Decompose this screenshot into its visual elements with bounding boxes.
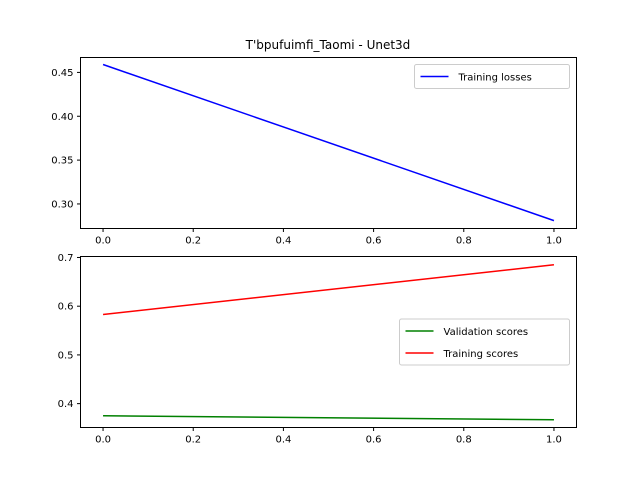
top-chart-legend-label-0: Training losses [458,73,532,84]
bottom-chart-legend-box [399,318,570,366]
top-chart-x-tick-label: 1.0 [546,236,562,247]
bottom-chart-legend-label-1: Training scores [443,349,519,360]
top-chart-y-ticks: 0.30 0.35 0.40 0.45 [51,68,81,210]
top-chart-x-tick-label: 0.4 [275,236,291,247]
top-chart-title: T'bpufuimfi_Taomi - Unet3d [245,38,411,52]
bottom-chart-y-tick-label: 0.7 [58,253,74,264]
bottom-chart-y-tick-label: 0.6 [58,302,74,313]
top-chart-legend: Training losses [414,64,570,89]
bottom-chart-x-tick-label: 0.2 [185,435,201,446]
bottom-chart-x-tick-label: 1.0 [546,435,562,446]
top-chart-frame [80,57,577,229]
bottom-chart-x-tick-label: 0.8 [456,435,472,446]
bottom-chart-y-ticks: 0.4 0.5 0.6 0.7 [58,253,81,410]
bottom-chart-legend-label-0: Validation scores [444,327,529,338]
top-chart-y-tick-label: 0.35 [51,156,73,167]
bottom-chart-lines [102,264,555,421]
top-chart-x-tick-label: 0.8 [456,236,472,247]
top-chart-x-tick-label: 0.0 [95,236,111,247]
bottom-chart-legend: Validation scores Training scores [399,318,570,366]
top-chart-x-tick-label: 0.2 [185,236,201,247]
bottom-chart-y-tick-label: 0.4 [58,399,74,410]
top-chart-x-ticks: 0.0 0.2 0.4 0.6 0.8 1.0 [95,228,562,247]
top-chart: T'bpufuimfi_Taomi - Unet3d 0.0 0.2 0.4 0.6 0… [51,38,577,247]
bottom-chart-series-line-1 [102,264,555,316]
top-chart-y-tick-label: 0.30 [51,199,73,210]
top-chart-y-tick-label: 0.40 [51,112,73,123]
bottom-chart-frame [80,256,577,428]
bottom-chart-series-line-0 [103,415,554,421]
bottom-chart-x-tick-label: 0.4 [275,435,291,446]
top-chart-lines [102,63,555,222]
top-chart-series-line-0 [102,63,555,222]
bottom-chart-x-tick-label: 0.0 [95,435,111,446]
top-chart-legend-box [414,64,570,89]
bottom-chart-y-tick-label: 0.5 [58,350,74,361]
bottom-chart-x-tick-label: 0.6 [366,435,382,446]
top-chart-x-tick-label: 0.6 [366,236,382,247]
top-chart-y-tick-label: 0.45 [51,68,73,79]
bottom-chart-x-ticks: 0.0 0.2 0.4 0.6 0.8 1.0 [95,427,562,446]
bottom-chart: 0.0 0.2 0.4 0.6 0.8 1.0 0.4 0.5 0.6 0.7 Validati… [58,253,577,446]
